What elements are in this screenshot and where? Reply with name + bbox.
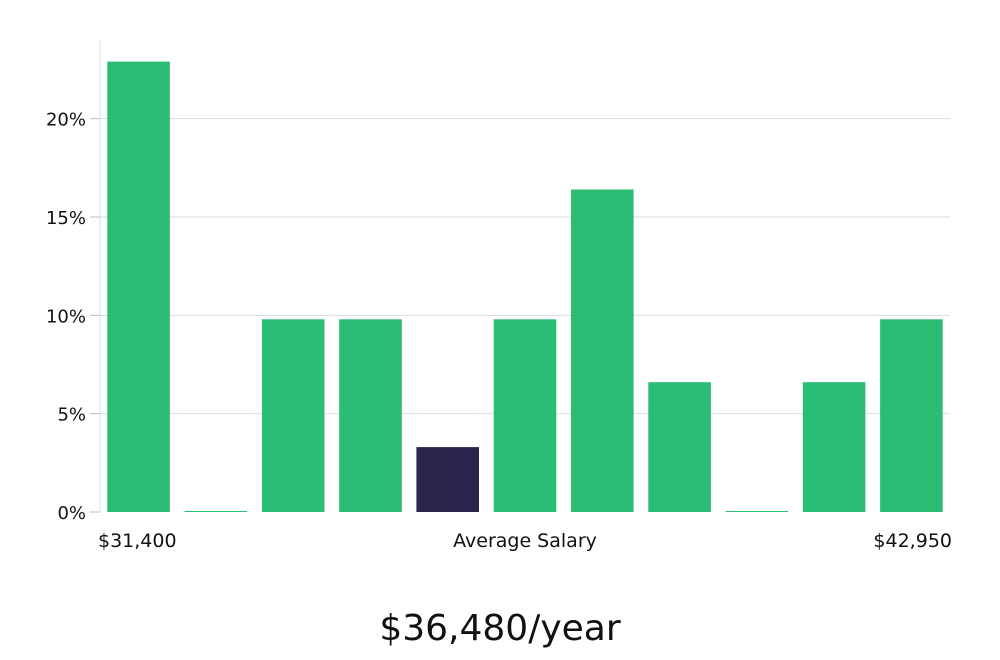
y-tick-label: 5% — [57, 405, 86, 426]
x-axis-max-label: $42,950 — [873, 530, 952, 552]
salary-histogram-chart: 0% 5% 10% 15% 20% $31,400 Average Salary $42… — [46, 40, 952, 552]
y-tick-label: 10% — [46, 306, 86, 327]
bar — [725, 511, 789, 512]
bar — [261, 319, 325, 512]
y-tick-label: 20% — [46, 110, 86, 131]
x-axis-min-label: $31,400 — [98, 530, 177, 552]
bar-highlighted — [416, 447, 479, 512]
bar — [493, 319, 557, 512]
bar — [339, 319, 402, 512]
bar — [648, 382, 711, 512]
y-axis-tick-labels: 0% 5% 10% 15% 20% — [46, 110, 100, 524]
bar — [880, 319, 943, 512]
bar — [107, 61, 170, 512]
x-axis-title: Average Salary — [453, 530, 597, 552]
average-salary-value: $36,480/year — [379, 608, 621, 649]
y-tick-label: 15% — [46, 208, 86, 229]
y-tick-label: 0% — [57, 503, 86, 524]
bar — [184, 511, 248, 512]
bar — [571, 189, 634, 512]
bar — [802, 382, 866, 512]
bars — [107, 61, 943, 512]
